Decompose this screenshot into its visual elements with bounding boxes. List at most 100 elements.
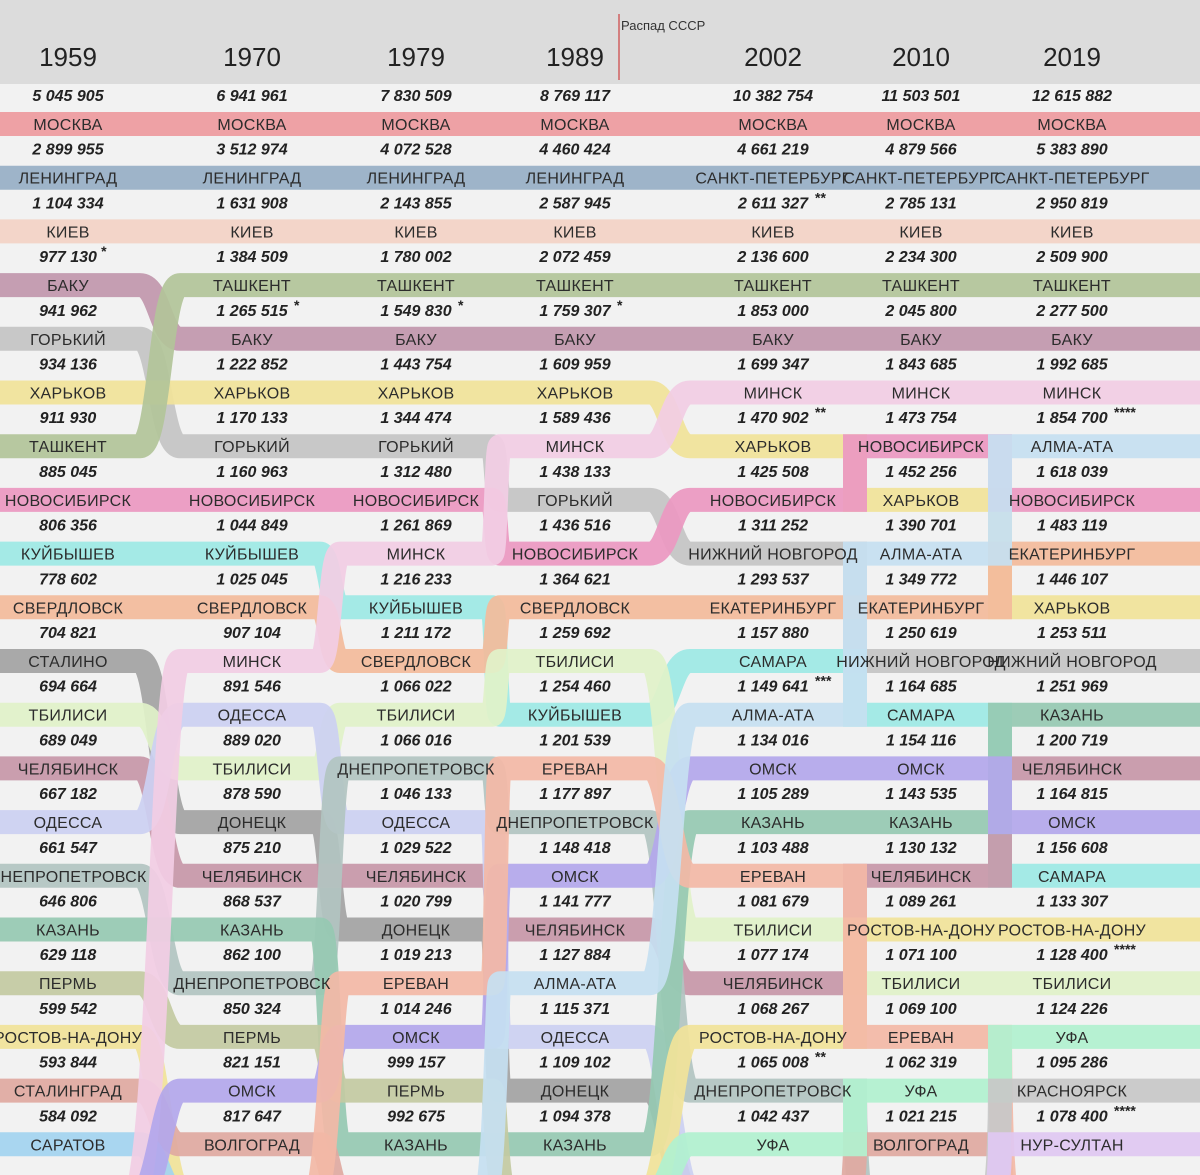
population-value: 934 136 bbox=[39, 357, 97, 374]
population-value: 2 143 855 bbox=[379, 195, 452, 212]
city-label-омск: ОМСК bbox=[551, 869, 599, 886]
header-band bbox=[0, 0, 1200, 84]
population-value: 629 118 bbox=[40, 947, 97, 964]
city-label-челябинск: ЧЕЛЯБИНСК bbox=[723, 976, 824, 993]
city-label-челябинск: ЧЕЛЯБИНСК bbox=[18, 761, 119, 778]
population-value: 1 046 133 bbox=[380, 786, 451, 803]
city-label-новосибирск: НОВОСИБИРСК bbox=[353, 493, 480, 510]
city-label-свердловск: СВЕРДЛОВСК bbox=[520, 600, 631, 617]
city-label-нижний-новгород: НИЖНИЙ НОВГОРОД bbox=[836, 652, 1005, 671]
city-label-саратов: САРАТОВ bbox=[30, 1137, 105, 1154]
city-label-горький: ГОРЬКИЙ bbox=[30, 330, 106, 349]
city-label-ташкент: ТАШКЕНТ bbox=[377, 278, 455, 295]
city-label-тбилиси: ТБИЛИСИ bbox=[882, 976, 961, 993]
city-label-минск: МИНСК bbox=[546, 439, 605, 456]
population-value: 885 045 bbox=[39, 464, 98, 481]
city-label-баку: БАКУ bbox=[900, 332, 942, 349]
city-label-ташкент: ТАШКЕНТ bbox=[213, 278, 291, 295]
population-value: 1 254 460 bbox=[539, 679, 610, 696]
population-value: 4 879 566 bbox=[884, 142, 956, 159]
population-value: 1 364 621 bbox=[539, 571, 610, 588]
population-value: 1 780 002 bbox=[380, 249, 451, 266]
city-label-ереван: ЕРЕВАН bbox=[888, 1030, 954, 1047]
population-value: 1 134 016 bbox=[737, 732, 808, 749]
city-label-минск: МИНСК bbox=[223, 654, 282, 671]
population-value: 2 234 300 bbox=[884, 249, 956, 266]
population-value: 1 154 116 bbox=[886, 732, 956, 749]
column-labels: 5 045 905 МОСКВА 2 899 955 ЛЕНИНГРАД 1 104 3… bbox=[0, 88, 1156, 1154]
footnote-mark: *** bbox=[815, 673, 832, 689]
population-value: 1 470 902 bbox=[737, 410, 808, 427]
city-label-ташкент: ТАШКЕНТ bbox=[536, 278, 614, 295]
city-label-уфа: УФА bbox=[1055, 1030, 1088, 1047]
ribbon-минск bbox=[128, 380, 1200, 1175]
city-label-баку: БАКУ bbox=[395, 332, 437, 349]
population-value: 1 020 799 bbox=[380, 894, 451, 911]
city-label-алма-ата: АЛМА-АТА bbox=[880, 547, 963, 564]
population-value: 2 950 819 bbox=[1035, 195, 1107, 212]
population-value: 1 044 849 bbox=[216, 518, 287, 535]
population-value: 1 127 884 bbox=[539, 947, 610, 964]
population-value: 891 546 bbox=[223, 679, 281, 696]
population-value: 1 128 400 bbox=[1036, 947, 1107, 964]
city-label-киев: КИЕВ bbox=[751, 224, 794, 241]
population-value: 911 930 bbox=[40, 410, 97, 427]
city-label-пермь: ПЕРМЬ bbox=[223, 1030, 281, 1047]
population-value: 5 045 905 bbox=[32, 88, 104, 105]
population-value: 1 077 174 bbox=[737, 947, 808, 964]
population-value: 1 618 039 bbox=[1036, 464, 1107, 481]
city-label-казань: КАЗАНЬ bbox=[543, 1137, 607, 1154]
population-value: 667 182 bbox=[39, 786, 97, 803]
city-label-казань: КАЗАНЬ bbox=[741, 815, 805, 832]
city-label-одесса: ОДЕССА bbox=[218, 708, 287, 725]
population-value: 1 589 436 bbox=[539, 410, 610, 427]
city-label-ереван: ЕРЕВАН bbox=[383, 976, 449, 993]
city-label-минск: МИНСК bbox=[892, 386, 951, 403]
city-label-челябинск: ЧЕЛЯБИНСК bbox=[202, 869, 303, 886]
city-label-челябинск: ЧЕЛЯБИНСК bbox=[366, 869, 467, 886]
population-value: 1 253 511 bbox=[1037, 625, 1107, 642]
city-label-баку: БАКУ bbox=[752, 332, 794, 349]
city-label-новосибирск: НОВОСИБИРСК bbox=[512, 547, 639, 564]
city-label-екатеринбург: ЕКАТЕРИНБУРГ bbox=[858, 600, 985, 617]
population-value: 1 094 378 bbox=[539, 1108, 610, 1125]
population-value: 1 141 777 bbox=[539, 894, 611, 911]
city-label-казань: КАЗАНЬ bbox=[384, 1137, 448, 1154]
city-label-днепропетровск: ДНЕПРОПЕТРОВСК bbox=[496, 815, 654, 832]
population-value: 1 311 252 bbox=[738, 518, 808, 535]
city-label-ленинград: ЛЕНИНГРАД bbox=[19, 171, 118, 188]
city-label-киев: КИЕВ bbox=[899, 224, 942, 241]
footnote-mark: * bbox=[617, 297, 623, 313]
city-label-донецк: ДОНЕЦК bbox=[218, 815, 287, 832]
population-value: 1 104 334 bbox=[32, 195, 103, 212]
city-label-киев: КИЕВ bbox=[46, 224, 89, 241]
city-label-челябинск: ЧЕЛЯБИНСК bbox=[525, 923, 626, 940]
city-label-москва: МОСКВА bbox=[738, 117, 807, 134]
population-value: 907 104 bbox=[223, 625, 281, 642]
population-value: 1 089 261 bbox=[885, 894, 956, 911]
population-value: 599 542 bbox=[39, 1001, 97, 1018]
population-value: 1 103 488 bbox=[737, 840, 808, 857]
population-value: 1 843 685 bbox=[885, 357, 957, 374]
city-label-ташкент: ТАШКЕНТ bbox=[882, 278, 960, 295]
city-label-казань: КАЗАНЬ bbox=[220, 923, 284, 940]
footnote-mark: **** bbox=[1114, 941, 1136, 957]
city-label-сталинград: СТАЛИНГРАД bbox=[14, 1084, 122, 1101]
city-label-санкт-петербург: САНКТ-ПЕТЕРБУРГ bbox=[994, 171, 1149, 188]
city-label-алма-ата: АЛМА-АТА bbox=[1031, 439, 1114, 456]
population-value: 1 130 132 bbox=[885, 840, 956, 857]
city-label-тбилиси: ТБИЛИСИ bbox=[1033, 976, 1112, 993]
city-label-москва: МОСКВА bbox=[540, 117, 609, 134]
city-label-одесса: ОДЕССА bbox=[382, 815, 451, 832]
population-value: 1 436 516 bbox=[539, 518, 610, 535]
population-value: 1 095 286 bbox=[1036, 1055, 1107, 1072]
year-label-2002: 2002 bbox=[744, 42, 802, 72]
population-value: 593 844 bbox=[39, 1055, 97, 1072]
city-label-свердловск: СВЕРДЛОВСК bbox=[361, 654, 472, 671]
population-value: 1 143 535 bbox=[885, 786, 957, 803]
population-value: 1 157 880 bbox=[737, 625, 808, 642]
city-label-ростов-на-дону: РОСТОВ-НА-ДОНУ bbox=[699, 1030, 848, 1047]
population-value: 1 390 701 bbox=[885, 518, 956, 535]
population-value: 1 164 815 bbox=[1036, 786, 1108, 803]
city-label-самара: САМАРА bbox=[1038, 869, 1106, 886]
